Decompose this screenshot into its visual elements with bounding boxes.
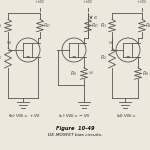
Text: $V_S$: $V_S$ [88,70,94,77]
Text: $+V_{DD}$: $+V_{DD}$ [82,0,94,6]
Text: $V_G$: $V_G$ [6,39,13,47]
Text: (c) $V_{GS}=-V_S$: (c) $V_{GS}=-V_S$ [58,112,90,120]
Text: $R_D$: $R_D$ [43,21,51,30]
Text: $R_D$: $R_D$ [91,21,99,30]
Text: $R_2$: $R_2$ [100,54,107,62]
Text: $V_G$: $V_G$ [108,39,115,47]
Text: $R_1$: $R_1$ [100,21,107,30]
Text: $+V_{DD}$: $+V_{DD}$ [136,0,148,6]
Text: $R_D$: $R_D$ [145,21,150,30]
Text: $R_S$: $R_S$ [70,69,77,78]
Text: $+V_{DD}$: $+V_{DD}$ [34,0,46,6]
Text: (b) $V_{GS}=+V_G$: (b) $V_{GS}=+V_G$ [8,112,41,120]
Text: Figure  10-49: Figure 10-49 [56,126,94,131]
Text: DE-MOSFET bias circuits.: DE-MOSFET bias circuits. [48,133,102,137]
Text: $I_D$: $I_D$ [93,14,98,22]
Text: (d) $V_{GS}=$: (d) $V_{GS}=$ [117,112,138,120]
Text: $R_2$: $R_2$ [0,54,2,62]
Text: $R_1$: $R_1$ [0,21,2,30]
Text: $R_S$: $R_S$ [142,69,149,78]
